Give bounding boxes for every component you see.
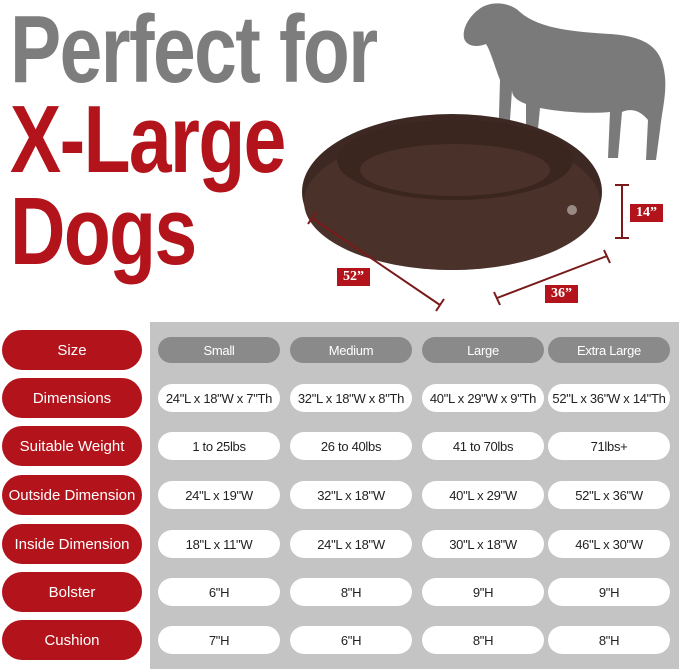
table-cell: 8"H (422, 626, 544, 654)
size-column-header: Small (158, 337, 280, 363)
size-column-header: Medium (290, 337, 412, 363)
table-cell: 7"H (158, 626, 280, 654)
headline-line-1: Perfect for (10, 0, 378, 103)
table-cell: 24"L x 19"W (158, 481, 280, 509)
height-label: 14” (630, 204, 663, 222)
size-column-header: Extra Large (548, 337, 670, 363)
table-cell: 9"H (548, 578, 670, 606)
table-cell: 24"L x 18"W (290, 530, 412, 558)
headline-line-3: Dogs (10, 178, 197, 285)
dog-bed (302, 114, 602, 270)
width-label: 36” (545, 285, 578, 303)
row-label: Size (2, 330, 142, 370)
table-cell: 24"L x 18"W x 7"Th (158, 384, 280, 412)
row-label: Dimensions (2, 378, 142, 418)
table-cell: 8"H (290, 578, 412, 606)
row-label: Bolster (2, 572, 142, 612)
table-cell: 52"L x 36"W (548, 481, 670, 509)
length-label: 52” (337, 268, 370, 286)
table-cell: 30"L x 18"W (422, 530, 544, 558)
row-label: Inside Dimension (2, 524, 142, 564)
row-label: Outside Dimension (2, 475, 142, 515)
table-cell: 32"L x 18"W x 8"Th (290, 384, 412, 412)
dog-silhouette-icon (463, 3, 666, 161)
table-cell: 41 to 70lbs (422, 432, 544, 460)
table-cell: 40"L x 29"W x 9"Th (422, 384, 544, 412)
table-cell: 6"H (290, 626, 412, 654)
dimension-lines (307, 184, 629, 312)
size-column-header: Large (422, 337, 544, 363)
table-cell: 6"H (158, 578, 280, 606)
table-cell: 8"H (548, 626, 670, 654)
row-label: Suitable Weight (2, 426, 142, 466)
table-cell: 26 to 40lbs (290, 432, 412, 460)
table-cell: 52"L x 36"W x 14"Th (548, 384, 670, 412)
table-cell: 71lbs+ (548, 432, 670, 460)
table-cell: 1 to 25lbs (158, 432, 280, 460)
table-cell: 46"L x 30"W (548, 530, 670, 558)
headline-line-2: X-Large (10, 86, 286, 193)
table-cell: 18"L x 11"W (158, 530, 280, 558)
table-cell: 9"H (422, 578, 544, 606)
product-illustration (302, 3, 666, 312)
table-cell: 32"L x 18"W (290, 481, 412, 509)
row-label: Cushion (2, 620, 142, 660)
table-cell: 40"L x 29"W (422, 481, 544, 509)
